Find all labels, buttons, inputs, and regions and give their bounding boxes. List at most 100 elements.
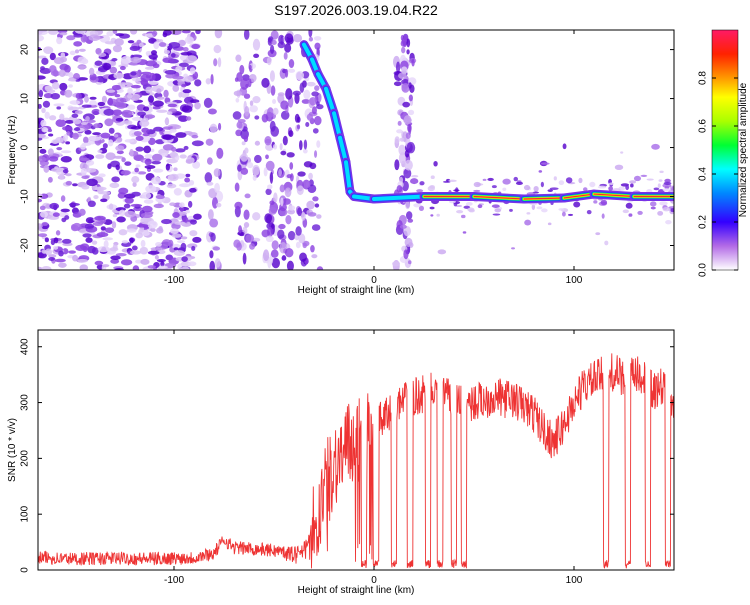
spec-ytick-label: 10 [20,93,31,105]
noise-blob [168,239,174,248]
noise-blob [217,122,222,131]
noise-blob [263,167,268,177]
noise-blob [141,191,152,200]
noise-blob [494,208,502,213]
noise-blob [182,216,189,223]
noise-blob [203,97,213,108]
noise-blob [633,175,642,182]
noise-blob [285,214,292,225]
noise-blob [72,183,78,187]
noise-blob [74,49,80,54]
noise-blob [63,134,68,142]
noise-blob [252,164,260,176]
noise-blob [80,34,88,43]
noise-blob [179,154,187,159]
noise-blob [178,39,186,46]
noise-blob [408,82,412,89]
noise-blob [161,218,172,225]
noise-blob [178,91,183,98]
noise-blob [172,243,181,249]
noise-blob [40,119,47,127]
noise-blob [112,109,122,116]
noise-blob [608,182,615,186]
noise-blob [502,187,507,192]
noise-blob [166,111,173,116]
noise-blob [118,209,126,217]
noise-blob [44,111,50,119]
noise-blob [61,126,73,131]
noise-blob [134,167,140,173]
noise-blob [81,142,92,147]
noise-blob [38,133,46,139]
noise-blob [204,172,213,184]
noise-blob [307,212,317,217]
noise-blob [185,209,190,214]
noise-blob [64,89,73,98]
noise-blob [130,56,142,64]
noise-blob [120,259,133,266]
noise-blob [165,163,171,171]
noise-blob [241,141,246,146]
noise-blob [143,199,154,204]
noise-blob [553,176,557,181]
noise-blob [394,136,400,144]
noise-blob [311,106,317,115]
noise-blob [185,173,191,178]
noise-blob [266,107,274,118]
noise-blob [194,79,202,87]
noise-blob [143,145,152,154]
noise-blob [173,187,182,196]
noise-blob [48,133,54,137]
noise-blob [625,184,630,191]
noise-blob [526,212,531,215]
noise-blob [141,231,150,236]
noise-blob [437,249,447,255]
noise-blob [144,164,156,170]
noise-blob [81,104,92,108]
noise-blob [140,79,149,86]
noise-blob [156,109,168,113]
noise-blob [71,113,79,118]
noise-blob [115,102,127,109]
noise-blob [78,208,86,216]
noise-blob [130,84,142,89]
noise-blob [279,184,285,193]
noise-blob [119,65,126,71]
noise-blob [178,62,189,68]
noise-blob [302,242,307,249]
noise-blob [73,73,80,80]
noise-blob [109,203,114,210]
noise-blob [144,114,156,119]
noise-blob [287,68,296,73]
noise-blob [662,207,671,212]
noise-blob [316,140,321,148]
noise-blob [416,189,424,193]
noise-blob [181,105,193,113]
noise-blob [267,184,273,190]
noise-blob [127,104,136,110]
noise-blob [155,242,162,247]
noise-blob [658,179,663,182]
noise-blob [456,210,464,214]
noise-blob [293,34,303,43]
noise-blob [299,82,305,93]
noise-blob [78,48,86,52]
noise-blob [271,257,281,269]
noise-blob [487,177,494,181]
noise-blob [406,211,413,220]
noise-blob [124,197,134,204]
noise-blob [105,152,116,161]
noise-blob [184,36,194,45]
noise-blob [140,71,152,75]
noise-blob [403,168,412,179]
noise-blob [491,204,500,208]
noise-blob [295,226,302,236]
noise-blob [117,192,126,199]
noise-blob [640,174,648,177]
noise-blob [400,66,408,75]
noise-blob [88,34,101,42]
noise-blob [316,214,322,219]
noise-blob [64,64,71,73]
noise-blob [301,212,306,221]
noise-blob [406,38,411,48]
